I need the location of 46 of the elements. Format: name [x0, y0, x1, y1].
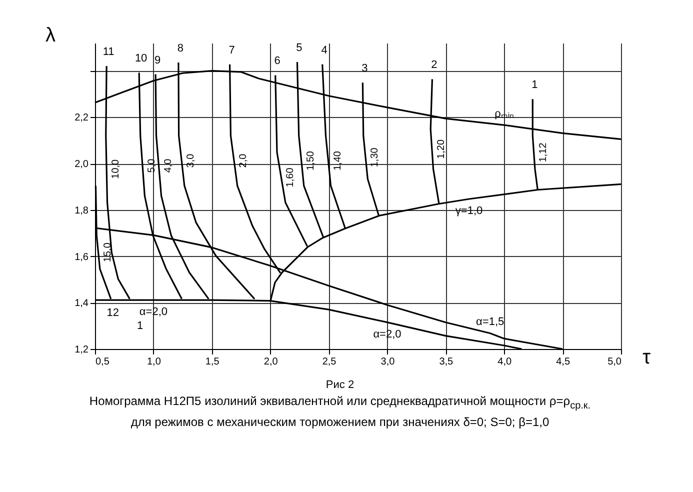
y-tick-label: 2,0: [74, 159, 89, 170]
x-tick-label: 4,5: [556, 356, 570, 368]
text: 1,12: [538, 142, 549, 162]
text: 5,0: [146, 158, 158, 173]
y-tick-label: 2,2: [74, 112, 89, 124]
annotation: 1: [532, 79, 538, 92]
annotation: 5: [296, 42, 302, 54]
text: 3,0: [186, 153, 197, 168]
text: 15,0: [102, 242, 114, 262]
x-tick-label: 1,0: [146, 356, 162, 368]
x-tick-label: 3,0: [380, 356, 396, 368]
annotation: 9: [154, 54, 161, 66]
text: для режимов с механическим торможением при значениях δ=0; S=0; β=1,0: [130, 414, 550, 430]
text: 2,0: [238, 153, 250, 168]
text: 1,50: [305, 150, 316, 170]
text: Номограмма Н12П5 изолиний эквивалентной или среднеквадратичной мощности ρ=ρ$_{ср.к.}$: [88, 393, 592, 414]
text: 4,0: [162, 158, 174, 173]
annotation: 7: [228, 44, 235, 56]
y-tick-label: 1,2: [74, 344, 89, 356]
y-tick-label: 1,8: [74, 205, 89, 216]
annotation: 4: [321, 44, 328, 56]
text: 1,20: [436, 139, 447, 159]
series-label: α=1,5: [476, 316, 504, 328]
text: 1,30: [370, 147, 381, 168]
x-tick-label: 3,5: [439, 356, 454, 368]
annotation: 2: [431, 59, 438, 72]
x-tick-label: 5,0: [608, 356, 622, 368]
annotation: 8: [177, 42, 184, 54]
y-tick-label: 1,6: [74, 252, 89, 263]
x-tick-label: 4,0: [498, 356, 512, 368]
annotation: 6: [274, 55, 280, 68]
y-tick-label: 1,4: [74, 298, 89, 310]
annotation: 1: [136, 320, 144, 332]
x-tick-label: 2,0: [264, 356, 278, 368]
annotation: 11: [102, 46, 114, 58]
x-axis-title: τ: [642, 346, 651, 368]
y-axis-title: λ: [46, 24, 56, 46]
text: Рис 2: [324, 378, 356, 393]
text: 1,40: [332, 150, 344, 170]
annotation: 10: [134, 52, 148, 65]
x-tick-label: 0,5: [96, 356, 110, 368]
x-tick-label: 2,5: [322, 356, 337, 368]
text: 1,60: [285, 167, 296, 188]
x-tick-label: 1,5: [205, 356, 220, 368]
annotation: 12: [106, 306, 120, 319]
text: 10,0: [110, 158, 122, 179]
